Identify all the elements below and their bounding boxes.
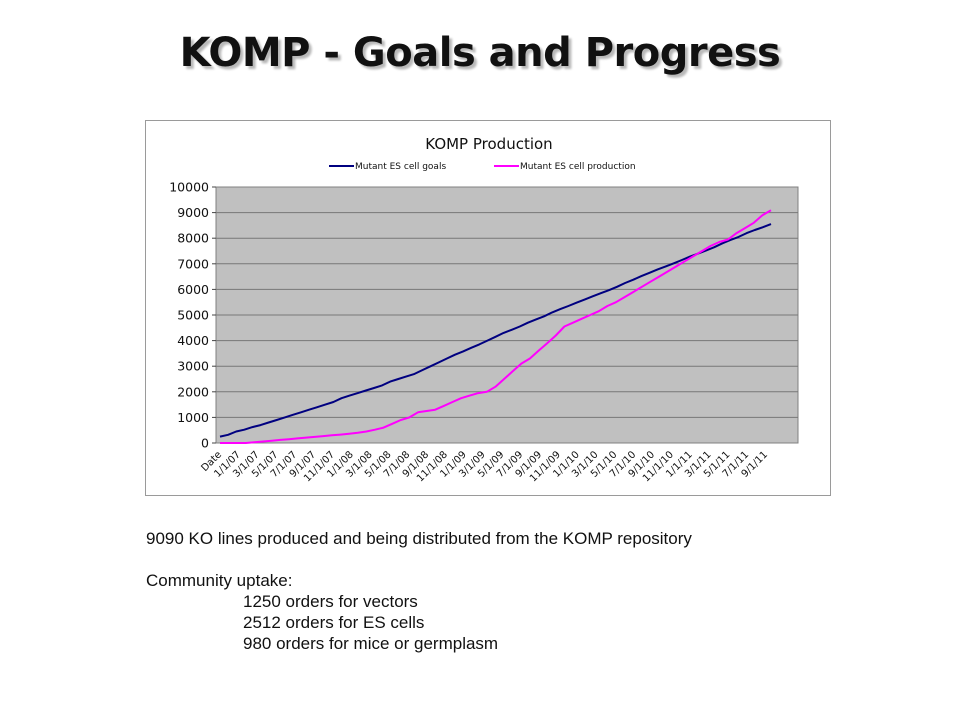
y-tick-label: 4000 bbox=[177, 333, 209, 348]
series-line-goals bbox=[219, 223, 772, 438]
chart-legend: Mutant ES cell goals Mutant ES cell prod… bbox=[329, 162, 636, 172]
y-tick-label: 1000 bbox=[177, 410, 209, 425]
uptake-item: 980 orders for mice or germplasm bbox=[243, 634, 499, 653]
chart-svg: KOMP Production Mutant ES cell goals Mut… bbox=[169, 135, 799, 484]
chart-title: KOMP Production bbox=[425, 135, 552, 153]
legend-label-goals: Mutant ES cell goals bbox=[355, 162, 446, 172]
x-axis-ticks: Date1/1/073/1/075/1/077/1/079/1/0711/1/0… bbox=[199, 449, 770, 484]
slide-body-text: 9090 KO lines produced and being distrib… bbox=[146, 528, 692, 654]
y-axis-ticks: 0 1000 2000 3000 4000 5000 6000 7000 8000 9000 100… bbox=[169, 180, 216, 451]
series-line-production bbox=[220, 209, 772, 444]
y-tick-label: 5000 bbox=[177, 308, 209, 323]
gridlines bbox=[216, 212, 798, 418]
uptake-item: 1250 orders for vectors bbox=[243, 592, 418, 611]
series-lines bbox=[219, 209, 772, 444]
slide-title: KOMP - Goals and Progress bbox=[179, 30, 781, 76]
y-tick-label: 7000 bbox=[177, 256, 209, 271]
y-tick-label: 2000 bbox=[177, 384, 209, 399]
uptake-item: 2512 orders for ES cells bbox=[243, 613, 425, 632]
legend-label-production: Mutant ES cell production bbox=[520, 162, 636, 172]
y-tick-label: 10000 bbox=[169, 180, 209, 195]
y-tick-label: 8000 bbox=[177, 231, 209, 246]
komp-production-chart: KOMP Production Mutant ES cell goals Mut… bbox=[145, 120, 831, 496]
y-tick-label: 6000 bbox=[177, 282, 209, 297]
y-tick-label: 9000 bbox=[177, 205, 209, 220]
y-tick-label: 0 bbox=[201, 436, 209, 451]
summary-text: 9090 KO lines produced and being distrib… bbox=[146, 529, 692, 548]
y-tick-label: 3000 bbox=[177, 359, 209, 374]
uptake-heading: Community uptake: bbox=[146, 571, 293, 590]
